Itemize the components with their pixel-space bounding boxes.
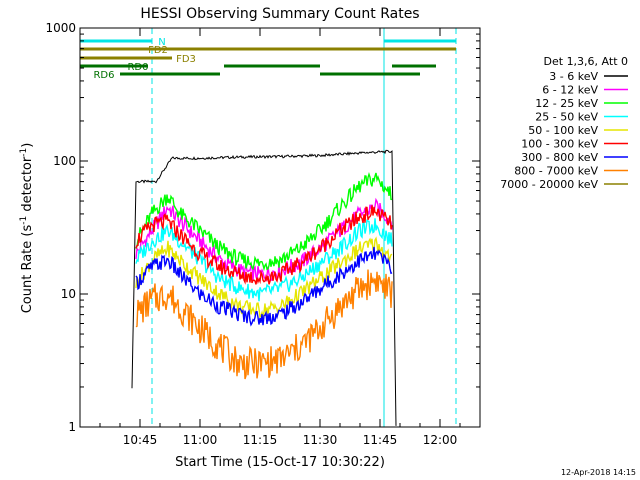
x-tick-label-5: 12:00 [423,433,458,447]
flag-label-fd3: FD3 [176,54,196,65]
x-tick-label-1: 11:00 [183,433,218,447]
legend-label-0: 3 - 6 keV [549,70,598,83]
legend-label-3: 25 - 50 keV [535,111,598,124]
flag-label-n: N [158,37,165,48]
flag-label-fd2: FD2 [148,45,168,56]
chart-title: HESSI Observing Summary Count Rates [140,6,419,22]
series-line-7 [135,269,393,380]
legend-label-5: 100 - 300 keV [521,138,598,151]
legend-label-2: 12 - 25 keV [535,97,598,110]
legend-label-6: 300 - 800 keV [521,151,598,164]
y-axis-label-sup2: -1 [19,148,29,157]
y-axis-label-sup1: -1 [19,216,29,225]
x-tick-label-2: 11:15 [243,433,278,447]
flag-label-rd0: RD0 [127,62,148,73]
legend-title: Det 1,3,6, Att 0 [544,55,628,68]
x-tick-label-0: 10:45 [123,433,158,447]
series-line-6 [135,246,393,327]
y-tick-label-2: 100 [53,154,76,168]
legend-label-4: 50 - 100 keV [528,124,598,137]
axes: 10:45 11:00 11:15 11:30 11:45 12:00 1 10 100 1000 [45,21,480,447]
footer-timestamp: 12-Apr-2018 14:15 [561,468,636,477]
legend-label-1: 6 - 12 keV [542,84,598,97]
y-axis-label-part1: Count Rate (s [20,225,35,314]
series-line-3 [135,218,393,302]
y-axis-label-part3: ) [20,143,35,148]
y-tick-label-3: 1000 [45,21,76,35]
y-tick-label-0: 1 [68,420,76,434]
y-axis-label: Count Rate (s-1 detector-1) [19,143,35,314]
y-axis-label-part2: detector [20,156,35,216]
series-line-5 [135,205,393,285]
y-tick-label-1: 10 [61,287,76,301]
x-tick-label-4: 11:45 [363,433,398,447]
x-axis-label: Start Time (15-Oct-17 10:30:22) [175,455,385,470]
x-tick-label-3: 11:30 [303,433,338,447]
legend-label-7: 800 - 7000 keV [514,165,598,178]
series-line-1 [135,197,393,282]
series-line-2 [135,172,393,272]
series-line-0 [131,149,397,426]
series-line-4 [135,236,393,319]
legend-label-8: 7000 - 20000 keV [500,178,598,191]
flag-label-rd6: RD6 [93,70,114,81]
